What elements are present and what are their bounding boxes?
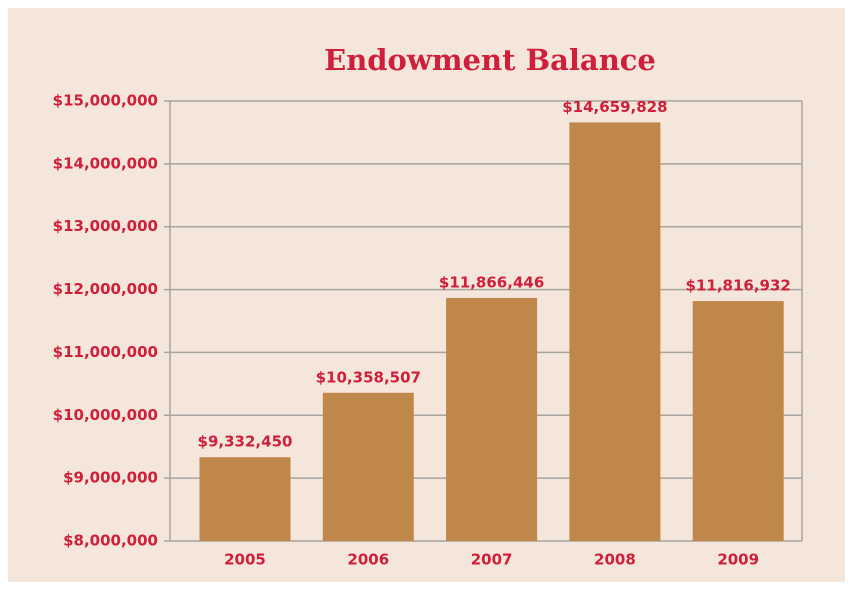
x-tick-label: 2009 [717, 551, 759, 569]
y-tick-label: $15,000,000 [53, 92, 158, 110]
chart-title: Endowment Balance [324, 43, 656, 77]
bar [199, 457, 291, 541]
x-tick-label: 2007 [471, 551, 513, 569]
data-label: $11,866,446 [439, 273, 544, 291]
x-tick-label: 2005 [224, 551, 266, 569]
x-tick-label: 2008 [594, 551, 636, 569]
y-tick-label: $13,000,000 [53, 217, 158, 235]
bar [322, 392, 414, 541]
data-label: $10,358,507 [316, 368, 421, 386]
bar [692, 301, 784, 541]
bar [569, 122, 661, 542]
data-label: $11,816,932 [686, 277, 791, 295]
y-tick-label: $9,000,000 [63, 469, 158, 487]
y-tick-label: $12,000,000 [53, 280, 158, 298]
y-tick-label: $10,000,000 [53, 406, 158, 424]
data-label: $9,332,450 [198, 433, 293, 451]
x-tick-label: 2006 [347, 551, 389, 569]
data-label: $14,659,828 [562, 98, 667, 116]
y-tick-label: $14,000,000 [53, 154, 158, 172]
y-tick-label: $8,000,000 [63, 532, 158, 550]
bar [446, 297, 538, 541]
y-tick-label: $11,000,000 [53, 343, 158, 361]
